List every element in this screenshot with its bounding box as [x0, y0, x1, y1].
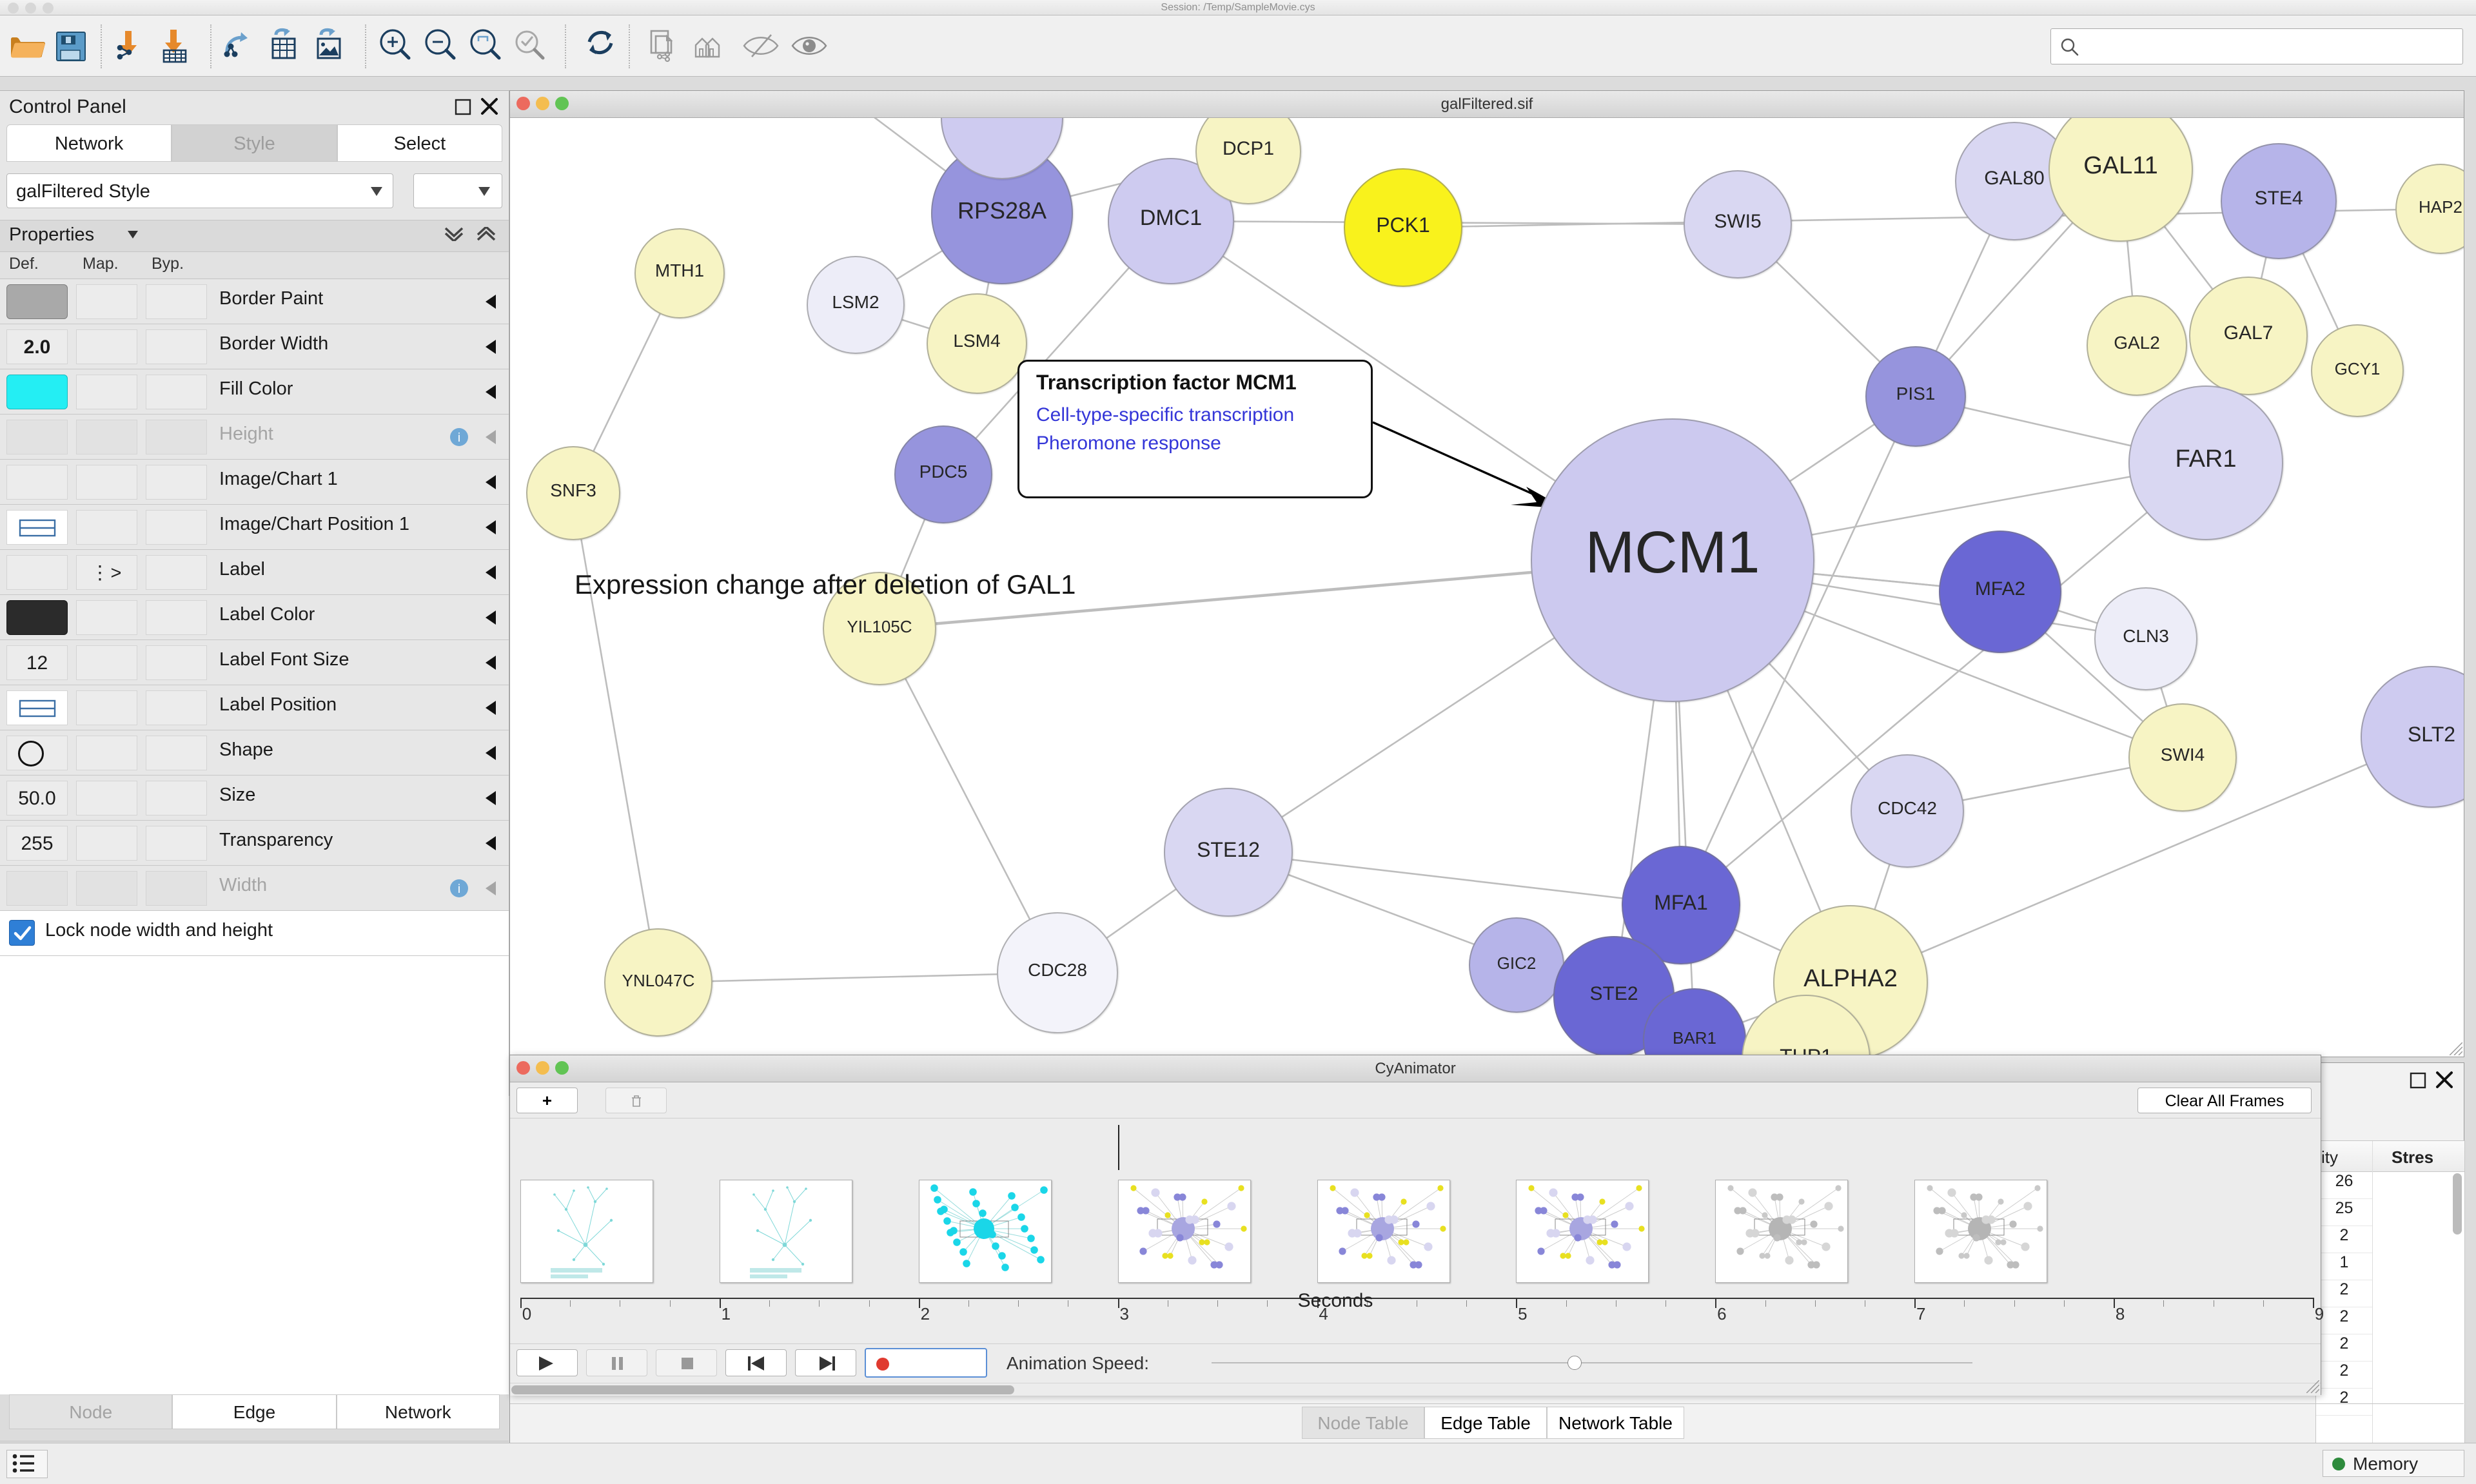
svg-text:i: i — [458, 883, 460, 896]
svg-text:i: i — [458, 431, 460, 445]
